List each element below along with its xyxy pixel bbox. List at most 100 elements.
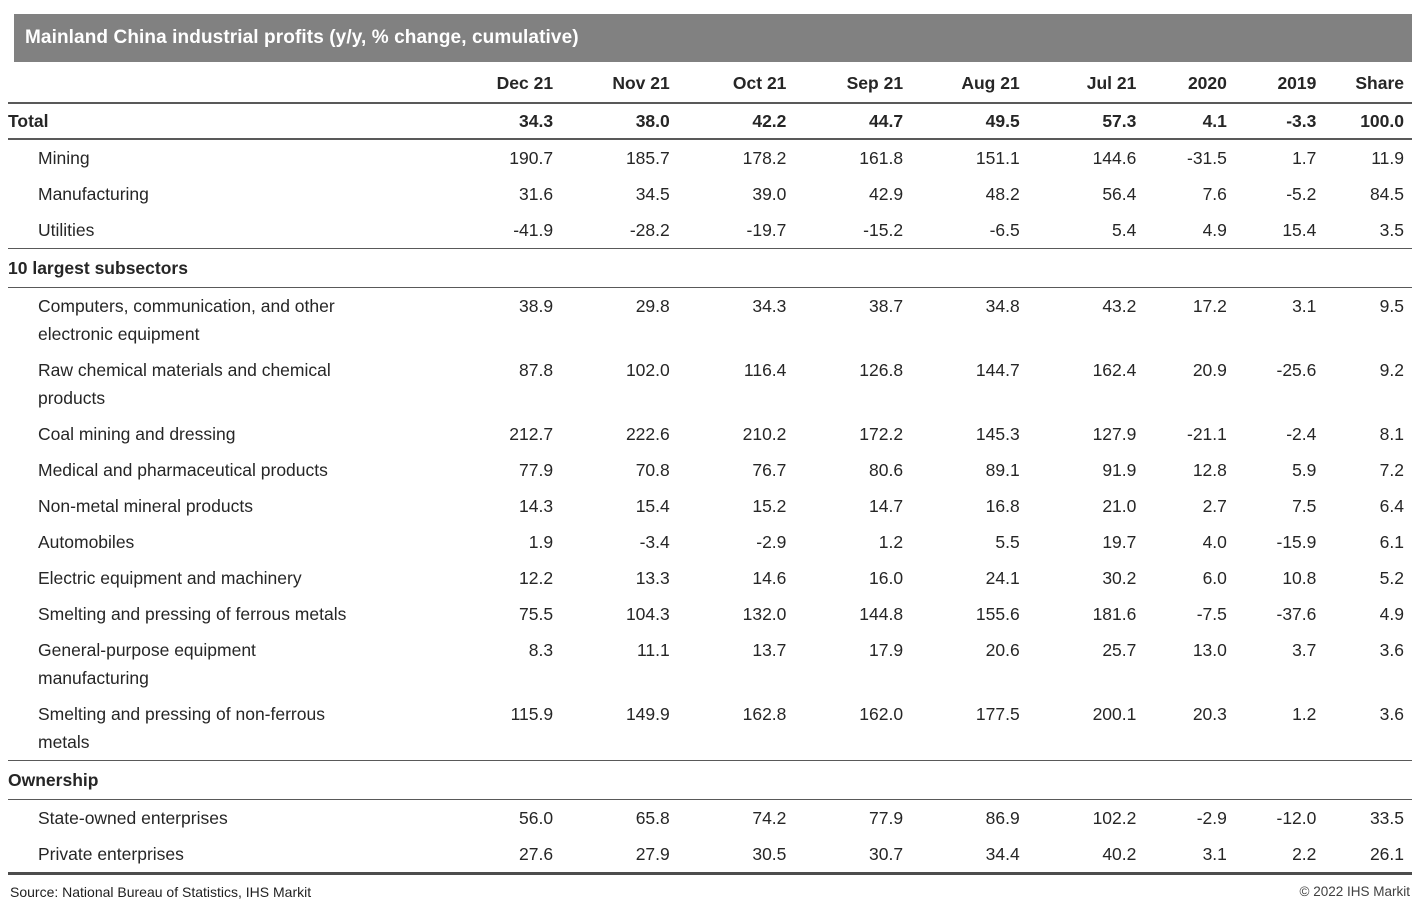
column-header: 2019 xyxy=(1226,62,1317,104)
column-header: Nov 21 xyxy=(553,62,670,104)
cell-value: 56.0 xyxy=(519,808,554,828)
cell-value: 34.4 xyxy=(985,844,1020,864)
cell-value xyxy=(1019,760,1137,800)
cell-value: 9.5 xyxy=(1379,296,1404,316)
cell-value: 7.2 xyxy=(1379,460,1404,480)
cell-value: 162.0 xyxy=(786,696,904,761)
table-row: Ownership xyxy=(8,760,1412,800)
cell-value: 17.2 xyxy=(1192,296,1227,316)
cell-value: 4.9 xyxy=(1136,212,1227,249)
row-label: Automobiles xyxy=(38,532,135,552)
row-label: 10 largest subsectors xyxy=(8,248,461,288)
cell-value: 155.6 xyxy=(975,604,1020,624)
cell-value xyxy=(786,248,904,288)
cell-value: 29.8 xyxy=(635,296,670,316)
cell-value: 3.6 xyxy=(1379,640,1404,660)
cell-value: 91.9 xyxy=(1102,460,1137,480)
cell-value: 177.5 xyxy=(903,696,1020,761)
cell-value: 86.9 xyxy=(985,808,1020,828)
cell-value: 162.4 xyxy=(1092,360,1137,380)
table-row: 10 largest subsectors xyxy=(8,248,1412,288)
cell-value: 34.5 xyxy=(635,184,670,204)
cell-value: 57.3 xyxy=(1019,103,1137,140)
cell-value: 116.4 xyxy=(743,360,787,380)
cell-value: 12.8 xyxy=(1192,460,1227,480)
cell-value: -15.9 xyxy=(1276,532,1317,552)
row-label: Computers, communication, and other elec… xyxy=(38,296,335,344)
table-title: Mainland China industrial profits (y/y, … xyxy=(25,27,579,48)
cell-value xyxy=(553,760,670,800)
cell-value: 3.1 xyxy=(1202,844,1227,864)
cell-value: 2.2 xyxy=(1292,844,1317,864)
cell-value: 144.7 xyxy=(975,360,1020,380)
cell-value: 2.7 xyxy=(1202,496,1227,516)
cell-value: 172.2 xyxy=(859,424,904,444)
cell-value: 40.2 xyxy=(1102,844,1137,864)
cell-value: -3.4 xyxy=(639,532,670,552)
cell-value: 8.1 xyxy=(1379,424,1404,444)
table-row: Computers, communication, and other elec… xyxy=(8,288,1412,353)
cell-value: -41.9 xyxy=(460,212,554,249)
table-row: Non-metal mineral products 14.3 15.4 15.… xyxy=(8,488,1412,524)
cell-value: -25.6 xyxy=(1276,360,1317,380)
table-row: Manufacturing 31.6 34.5 39.0 42.9 48.2 5… xyxy=(8,176,1412,212)
cell-value: 1.7 xyxy=(1292,148,1317,168)
footer: Source: National Bureau of Statistics, I… xyxy=(8,884,1412,900)
column-header: Oct 21 xyxy=(669,62,787,104)
cell-value: 43.2 xyxy=(1102,296,1137,316)
row-label: General-purpose equipment manufacturing xyxy=(38,640,256,688)
cell-value: 20.3 xyxy=(1136,696,1227,761)
row-label: Private enterprises xyxy=(38,844,184,864)
cell-value: -12.0 xyxy=(1276,808,1317,828)
cell-value xyxy=(1316,760,1412,800)
table-row: Utilities -41.9 -28.2 -19.7 -15.2 -6.5 5… xyxy=(8,212,1412,249)
cell-value: 75.5 xyxy=(519,604,554,624)
row-label: Medical and pharmaceutical products xyxy=(38,460,328,480)
cell-value: 20.9 xyxy=(1192,360,1227,380)
table-row: Raw chemical materials and chemical prod… xyxy=(8,352,1412,416)
cell-value: 48.2 xyxy=(985,184,1020,204)
cell-value: 33.5 xyxy=(1369,808,1404,828)
cell-value: 5.4 xyxy=(1019,212,1137,249)
cell-value: 30.5 xyxy=(752,844,787,864)
cell-value: 11.9 xyxy=(1371,148,1404,168)
column-header-row: Dec 21 Nov 21 Oct 21 Sep 21 Aug 21 Jul 2… xyxy=(8,62,1412,104)
cell-value: 13.3 xyxy=(635,568,670,588)
cell-value: 6.1 xyxy=(1379,532,1404,552)
cell-value: 10.8 xyxy=(1282,568,1317,588)
cell-value: 20.6 xyxy=(985,640,1020,660)
cell-value: -7.5 xyxy=(1196,604,1227,624)
cell-value: 6.4 xyxy=(1379,496,1404,516)
industrial-profits-table: Dec 21 Nov 21 Oct 21 Sep 21 Aug 21 Jul 2… xyxy=(8,62,1412,875)
column-header: Sep 21 xyxy=(786,62,904,104)
cell-value xyxy=(1226,248,1317,288)
cell-value: 34.8 xyxy=(985,296,1020,316)
cell-value: 185.7 xyxy=(625,148,670,168)
cell-value xyxy=(460,248,554,288)
cell-value: 15.4 xyxy=(635,496,670,516)
cell-value: 80.6 xyxy=(869,460,904,480)
cell-value: 16.8 xyxy=(985,496,1020,516)
cell-value: 65.8 xyxy=(635,808,670,828)
table-row: Mining 190.7 185.7 178.2 161.8 151.1 144… xyxy=(8,139,1412,176)
cell-value: 38.9 xyxy=(519,296,554,316)
table-header: Dec 21 Nov 21 Oct 21 Sep 21 Aug 21 Jul 2… xyxy=(8,62,1412,104)
cell-value: 12.2 xyxy=(519,568,554,588)
cell-value: 42.9 xyxy=(869,184,904,204)
cell-value: 30.2 xyxy=(1102,568,1137,588)
row-label: Mining xyxy=(38,148,90,168)
column-header: Dec 21 xyxy=(460,62,554,104)
cell-value: 127.9 xyxy=(1092,424,1137,444)
cell-value: 39.0 xyxy=(752,184,787,204)
cell-value: 24.1 xyxy=(985,568,1020,588)
cell-value: -5.2 xyxy=(1286,184,1317,204)
cell-value: 3.1 xyxy=(1292,296,1317,316)
cell-value: 87.8 xyxy=(519,360,554,380)
cell-value: 4.1 xyxy=(1136,103,1227,140)
cell-value: 3.6 xyxy=(1316,696,1412,761)
row-label: State-owned enterprises xyxy=(38,808,228,828)
cell-value: 49.5 xyxy=(903,103,1020,140)
cell-value: 100.0 xyxy=(1316,103,1412,140)
cell-value: 27.9 xyxy=(635,844,670,864)
cell-value xyxy=(1136,248,1227,288)
